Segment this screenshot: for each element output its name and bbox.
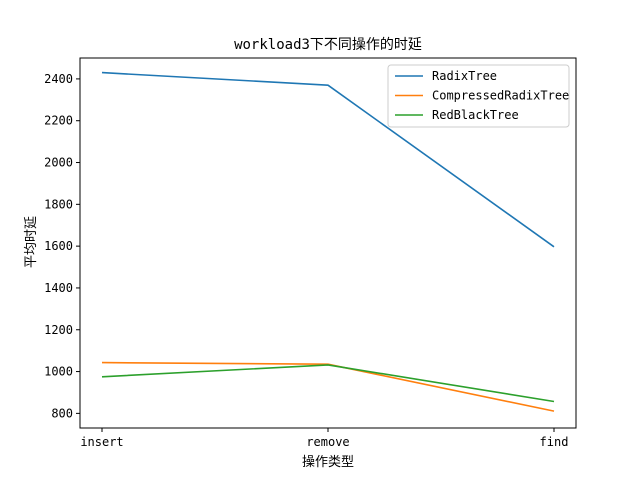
series-lines [101, 71, 555, 412]
series-line-redblacktree [101, 364, 555, 403]
series-line-compressedradixtree [101, 361, 555, 412]
chart-title: workload3下不同操作的时延 [234, 37, 422, 53]
legend: RadixTree CompressedRadixTree RedBlackTree [387, 64, 570, 128]
series-line-radixtree [101, 71, 555, 248]
y-tick-label: 800 [51, 406, 73, 420]
y-axis: 800 1000 1200 1400 1600 1800 2000 2200 2400 [44, 72, 80, 420]
x-axis-label: 操作类型 [302, 454, 354, 470]
y-tick-label: 2400 [44, 72, 73, 86]
y-tick-label: 1800 [44, 197, 73, 211]
y-axis-label: 平均时延 [24, 216, 39, 268]
legend-label: CompressedRadixTree [432, 89, 569, 103]
x-axis: insert remove find [80, 428, 568, 449]
y-tick-label: 2200 [44, 114, 73, 128]
legend-box [387, 64, 570, 128]
y-tick-label: 1400 [44, 281, 73, 295]
y-tick-label: 1000 [44, 365, 73, 379]
y-tick-label: 2000 [44, 156, 73, 170]
legend-label: RedBlackTree [432, 108, 519, 122]
x-tick-label: remove [306, 435, 349, 449]
x-tick-label: find [540, 435, 569, 449]
legend-label: RadixTree [432, 69, 497, 83]
y-tick-label: 1600 [44, 239, 73, 253]
x-tick-label: insert [80, 435, 123, 449]
y-tick-label: 1200 [44, 323, 73, 337]
